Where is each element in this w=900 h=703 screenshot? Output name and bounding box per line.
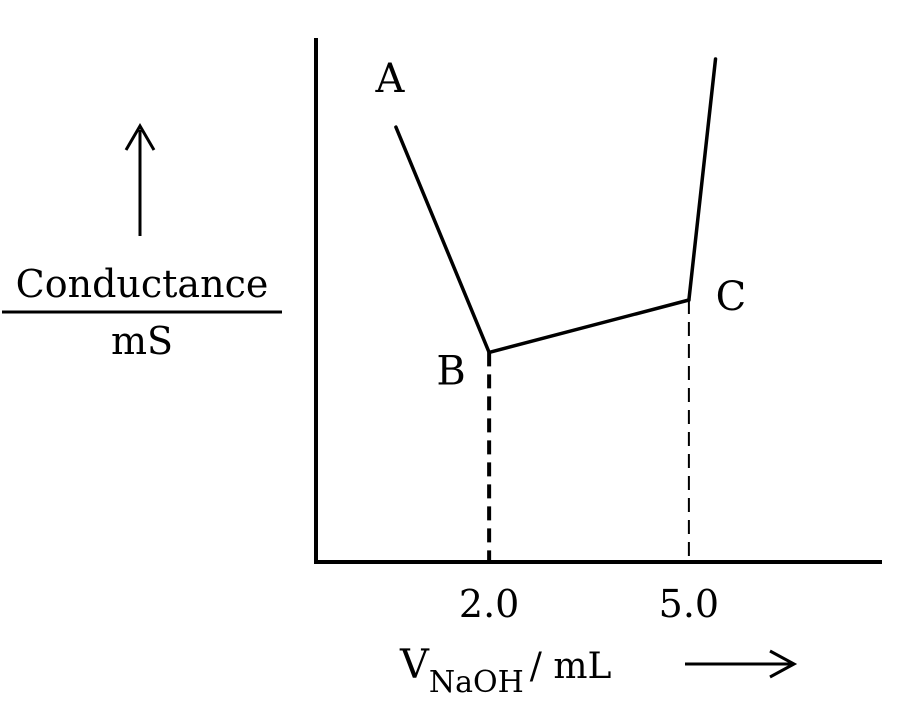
series-segment-AB	[394, 125, 491, 355]
series-segment-CD	[687, 57, 718, 302]
x-tick-label: 2.0	[459, 582, 519, 626]
x-tick-labels: 2.0 5.0	[459, 582, 719, 626]
dashed-drop-lines	[487, 300, 690, 562]
point-label-b: B	[436, 348, 465, 394]
y-axis-label: Conductance	[16, 262, 269, 306]
x-axis-label-unit: / mL	[530, 646, 612, 687]
x-tick-label: 5.0	[659, 582, 719, 626]
x-axis-label: VNaOH / mL	[399, 642, 612, 700]
series-segment-BC	[487, 298, 691, 355]
point-labels: ABCD	[374, 56, 747, 394]
point-label-c: C	[716, 274, 747, 320]
y-arrow-head	[124, 123, 156, 151]
conductance-series	[394, 57, 718, 355]
x-arrow-head	[769, 649, 798, 679]
y-axis-unit: mS	[111, 319, 173, 363]
point-label-a: A	[374, 56, 405, 102]
x-axis-label-subscript: NaOH	[429, 665, 524, 700]
x-axis-label-main: V	[399, 642, 430, 688]
